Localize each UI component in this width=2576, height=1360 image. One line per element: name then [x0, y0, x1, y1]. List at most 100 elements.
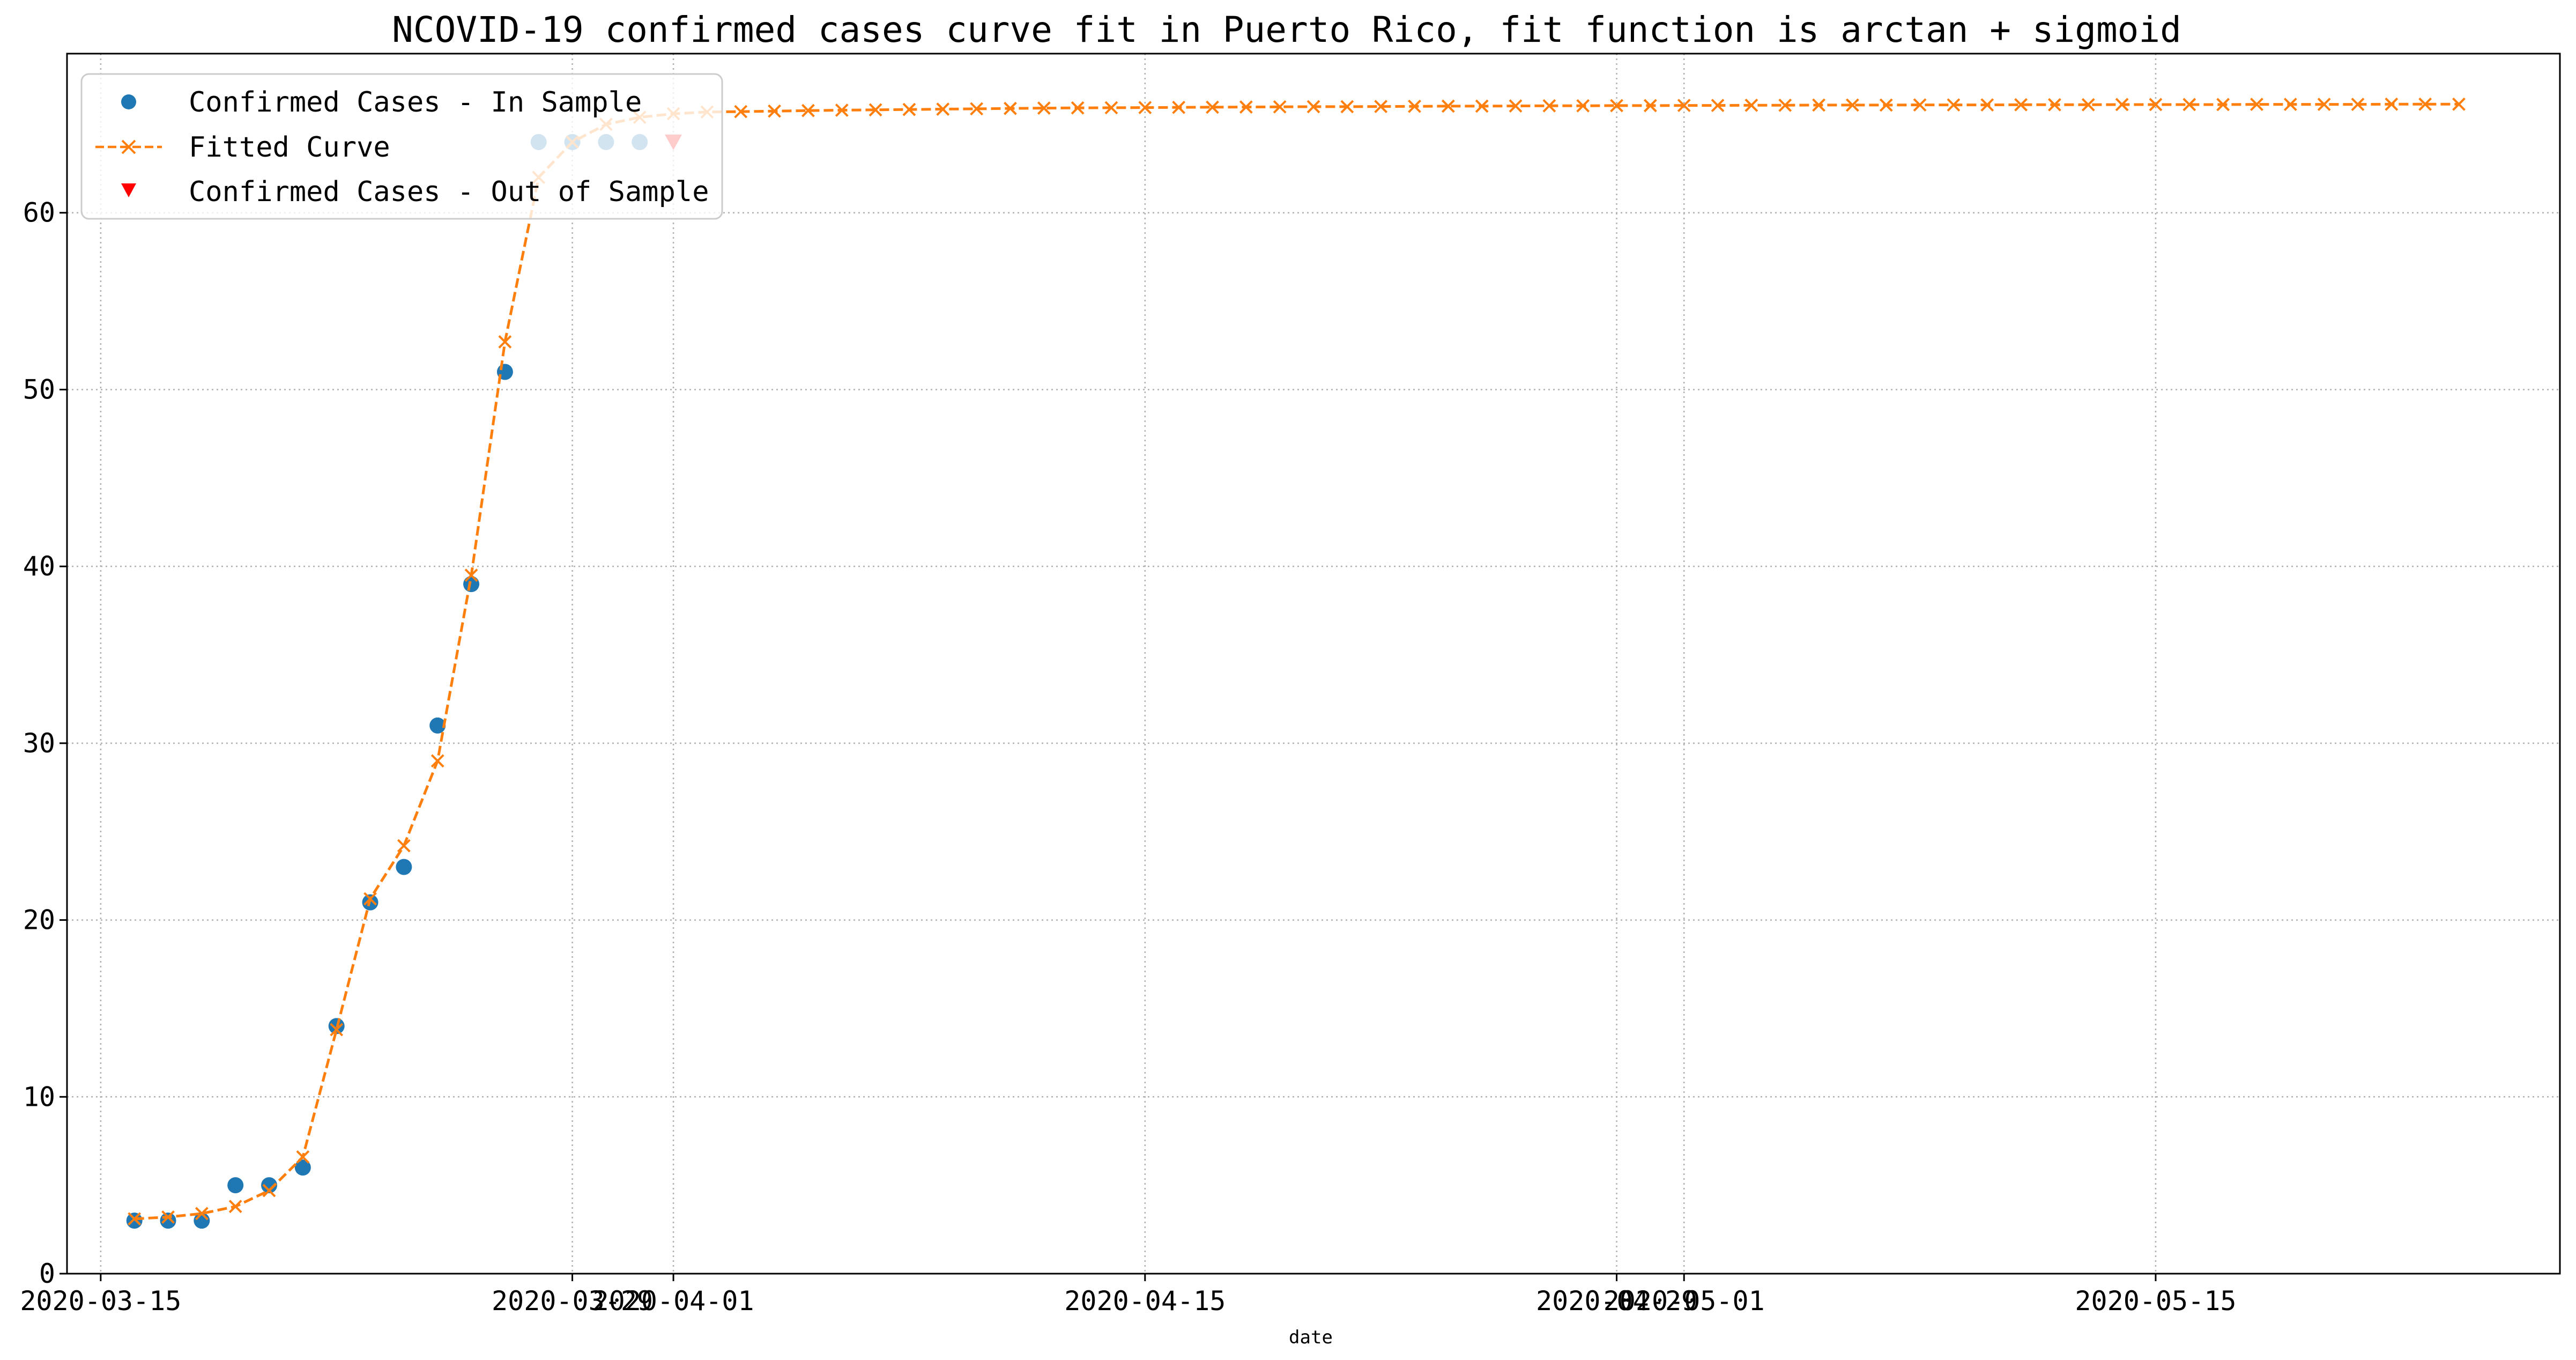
- fitted-curve-marker: [2385, 97, 2399, 111]
- fitted-curve-marker: [1071, 101, 1085, 115]
- fitted-curve-marker: [228, 1200, 242, 1214]
- fitted-curve-marker: [1812, 98, 1825, 112]
- fitted-curve-marker: [835, 104, 849, 117]
- legend-marker-out-of-sample: [121, 183, 136, 197]
- fitted-curve-marker: [1845, 98, 1859, 112]
- x-tick-label: 2020-03-29: [492, 1285, 653, 1317]
- legend-label-in-sample: Confirmed Cases - In Sample: [189, 86, 642, 119]
- x-tick-label: 2020-05-01: [1603, 1285, 1765, 1317]
- fitted-curve-marker: [2149, 98, 2163, 112]
- fitted-curve-marker: [1744, 98, 1758, 112]
- fitted-curve-marker: [1037, 101, 1051, 115]
- fitted-curve-marker: [262, 1184, 276, 1198]
- y-tick-label: 0: [39, 1258, 55, 1289]
- fitted-curve-marker: [1610, 99, 1623, 113]
- x-tick-label: 2020-03-15: [20, 1285, 181, 1317]
- fitted-curve-marker: [296, 1150, 310, 1164]
- fitted-curve-marker: [1441, 99, 1455, 113]
- y-tick-label: 50: [23, 374, 55, 405]
- fitted-curve-marker: [1509, 99, 1523, 113]
- fitted-curve-marker: [1408, 99, 1421, 113]
- legend-label-out-of-sample: Confirmed Cases - Out of Sample: [189, 176, 709, 208]
- fitted-curve-marker: [1576, 99, 1590, 113]
- x-tick-label: 2020-05-15: [2075, 1285, 2236, 1317]
- fitted-curve-marker: [768, 104, 782, 118]
- fitted-curve-marker: [2014, 98, 2028, 112]
- data-point-in-sample: [160, 1213, 176, 1229]
- data-point-in-sample: [261, 1177, 278, 1194]
- fitted-curve-marker: [1475, 99, 1489, 113]
- fitted-curve-marker: [330, 1023, 344, 1037]
- fitted-curve-marker: [1980, 98, 1994, 112]
- fitted-curve-marker: [1172, 100, 1186, 114]
- fitted-curve-marker: [1104, 101, 1118, 115]
- fitted-curve-marker: [1340, 100, 1354, 114]
- fitted-curve-marker: [2115, 98, 2129, 112]
- fitted-curve-marker: [801, 104, 815, 117]
- fitted-curve-marker: [936, 102, 950, 116]
- data-point-in-sample: [227, 1177, 244, 1194]
- series-layer: [126, 97, 2466, 1229]
- data-point-in-sample: [126, 1213, 143, 1229]
- fitted-curve-marker: [734, 105, 748, 119]
- fitted-curve-marker: [1206, 100, 1219, 114]
- fitted-curve-marker: [2081, 98, 2095, 112]
- fitted-curve-marker: [128, 1212, 142, 1226]
- fitted-curve-marker: [161, 1210, 175, 1224]
- fitted-curve-marker: [2250, 98, 2263, 112]
- x-axis-label: date: [1289, 1327, 1333, 1348]
- fitted-curve-marker: [195, 1207, 209, 1221]
- fitted-curve-marker: [397, 839, 411, 853]
- legend-marker-fitted: [121, 139, 136, 154]
- fitted-curve-marker: [1711, 99, 1725, 113]
- x-tick-label: 2020-04-29: [1536, 1285, 1697, 1317]
- data-point-in-sample: [294, 1159, 311, 1176]
- legend-label-fitted: Fitted Curve: [189, 131, 390, 164]
- y-tick-label: 60: [23, 197, 55, 228]
- data-point-in-sample: [463, 576, 480, 593]
- plot-area: [67, 54, 2560, 1274]
- data-point-in-sample: [396, 859, 412, 875]
- legend-box: [80, 73, 723, 220]
- data-point-in-sample: [429, 717, 446, 734]
- y-tick-label: 40: [23, 551, 55, 582]
- fitted-curve-marker: [1138, 101, 1152, 114]
- fitted-curve-marker: [902, 102, 916, 116]
- fitted-curve-marker: [464, 568, 478, 582]
- fitted-curve-marker: [498, 335, 512, 349]
- fitted-curve-marker: [1947, 98, 1961, 112]
- legend-marker-in-sample: [121, 94, 136, 109]
- legend: Confirmed Cases - In Sample Fitted Curve…: [80, 73, 723, 220]
- fitted-curve-marker: [2351, 98, 2365, 112]
- fitted-curve-marker: [2317, 98, 2331, 112]
- fitted-curve-marker: [2216, 98, 2230, 112]
- fitted-curve-marker: [970, 102, 984, 116]
- fitted-curve-marker: [2182, 98, 2196, 112]
- y-tick-label: 30: [23, 728, 55, 759]
- fitted-curve-marker: [1677, 99, 1691, 113]
- fitted-curve-marker: [1542, 99, 1556, 113]
- y-tick-label: 20: [23, 905, 55, 936]
- fitted-curve-marker: [1239, 100, 1253, 114]
- fitted-curve-marker: [1643, 99, 1657, 113]
- fitted-curve-marker: [2452, 97, 2466, 111]
- fitted-curve-marker: [1374, 100, 1388, 113]
- fitted-curve-marker: [1913, 98, 1927, 112]
- fitted-curve-marker: [430, 754, 444, 768]
- fitted-curve-marker: [2048, 98, 2061, 112]
- fitted-curve-marker: [868, 103, 882, 117]
- fitted-curve-marker: [2418, 97, 2432, 111]
- y-tick-label: 10: [23, 1081, 55, 1112]
- fitted-curve-marker: [1273, 100, 1287, 114]
- x-tick-label: 2020-04-15: [1064, 1285, 1226, 1317]
- fitted-curve-marker: [363, 892, 377, 906]
- chart-title: NCOVID-19 confirmed cases curve fit in P…: [392, 9, 2181, 50]
- fitted-curve-marker: [2283, 98, 2297, 112]
- fitted-curve-marker: [1306, 100, 1320, 114]
- fitted-curve-marker: [1879, 98, 1893, 112]
- fitted-curve-marker: [1004, 101, 1017, 115]
- fitted-curve-marker: [1778, 98, 1792, 112]
- x-tick-label: 2020-04-01: [593, 1285, 754, 1317]
- plot-frame: [66, 53, 2561, 1275]
